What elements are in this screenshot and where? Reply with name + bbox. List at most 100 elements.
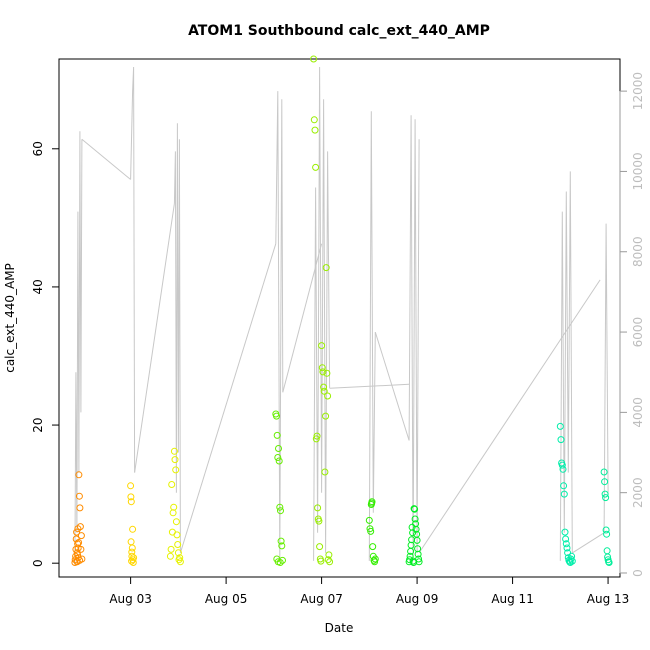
data-point	[320, 383, 328, 391]
data-point	[171, 456, 179, 464]
secondary-line-segment	[313, 66, 331, 561]
data-point	[556, 422, 564, 430]
data-point	[172, 518, 180, 526]
data-point	[366, 525, 374, 533]
data-point	[128, 548, 136, 556]
x-tick-label: Aug 11	[491, 592, 534, 606]
secondary-line-segment	[418, 279, 601, 554]
data-point	[559, 465, 567, 473]
data-point	[557, 436, 565, 444]
secondary-y-tick-label: 0	[631, 569, 645, 577]
data-point	[310, 116, 318, 124]
data-point	[600, 468, 608, 476]
data-point	[273, 431, 281, 439]
data-point	[412, 525, 420, 533]
data-point	[74, 544, 82, 552]
data-point	[277, 507, 284, 515]
data-point	[603, 547, 611, 555]
data-point	[76, 523, 84, 531]
data-point	[174, 549, 182, 557]
y-tick-label: 0	[31, 559, 45, 567]
data-point	[568, 557, 576, 565]
data-point	[365, 516, 373, 524]
data-point	[563, 544, 571, 552]
data-point	[273, 412, 280, 420]
data-point	[413, 536, 421, 544]
data-point	[168, 481, 176, 488]
secondary-line-segment	[572, 223, 609, 554]
data-point	[371, 558, 379, 566]
y-tick-label: 20	[31, 417, 45, 432]
data-point	[560, 490, 568, 498]
data-point	[368, 499, 376, 507]
secondary-line-segment	[368, 111, 376, 561]
data-point	[409, 529, 417, 537]
data-point	[278, 542, 286, 550]
secondary-y-axis: 0 2000 4000 6000 8000 10000 12000	[619, 72, 645, 577]
secondary-line-segment	[130, 66, 136, 473]
secondary-line-segment	[408, 115, 420, 561]
data-point	[166, 552, 174, 560]
data-point	[326, 558, 334, 566]
data-point	[314, 504, 322, 512]
secondary-series-lines	[74, 66, 609, 566]
data-point	[558, 461, 566, 469]
secondary-line-segment	[134, 203, 175, 473]
data-point	[77, 532, 85, 540]
secondary-y-tick-label: 2000	[631, 477, 645, 508]
data-point	[127, 493, 135, 501]
data-point	[562, 535, 570, 543]
data-point	[317, 557, 325, 565]
x-tick-label: Aug 07	[300, 592, 343, 606]
data-point	[172, 466, 180, 474]
data-point	[316, 543, 324, 551]
data-point	[127, 482, 135, 490]
data-point	[76, 504, 84, 512]
data-point	[311, 126, 319, 134]
data-point	[72, 535, 80, 543]
secondary-y-tick-label: 12000	[631, 72, 645, 110]
data-point	[170, 447, 178, 455]
data-point	[170, 503, 178, 511]
data-point	[274, 454, 282, 461]
data-point	[275, 445, 282, 452]
data-point	[602, 526, 610, 534]
y-tick-label: 40	[31, 279, 45, 294]
data-point	[318, 364, 326, 372]
data-point	[564, 549, 572, 557]
data-point	[320, 387, 328, 395]
data-point	[75, 492, 83, 500]
data-point	[318, 342, 326, 350]
data-point	[173, 531, 181, 539]
x-axis: Aug 03 Aug 05 Aug 07 Aug 09 Aug 11 Aug 13	[109, 576, 629, 606]
secondary-line-segment	[329, 383, 410, 389]
data-point	[176, 558, 184, 566]
data-point	[415, 558, 423, 566]
data-point	[277, 537, 285, 545]
data-point	[310, 55, 318, 63]
data-point	[130, 554, 138, 562]
secondary-line-segment	[275, 91, 284, 561]
data-point	[321, 468, 329, 476]
data-point	[74, 540, 82, 548]
data-point	[322, 412, 330, 420]
data-point	[275, 457, 283, 465]
data-point	[414, 550, 422, 558]
data-point	[129, 559, 137, 566]
secondary-line-segment	[179, 243, 277, 554]
secondary-line-segment	[74, 131, 83, 566]
data-point	[176, 554, 184, 562]
data-point	[323, 369, 331, 377]
y-tick-label: 60	[31, 141, 45, 156]
y-axis: 0 20 40 60	[31, 141, 60, 567]
data-point	[601, 490, 609, 498]
data-point	[273, 555, 281, 563]
x-tick-label: Aug 09	[396, 592, 439, 606]
data-point	[325, 551, 333, 559]
secondary-y-tick-label: 4000	[631, 397, 645, 428]
y-axis-label: calc_ext_440_AMP	[3, 263, 17, 373]
secondary-line-segment	[559, 171, 573, 561]
data-point	[312, 435, 320, 443]
data-point	[605, 559, 613, 566]
